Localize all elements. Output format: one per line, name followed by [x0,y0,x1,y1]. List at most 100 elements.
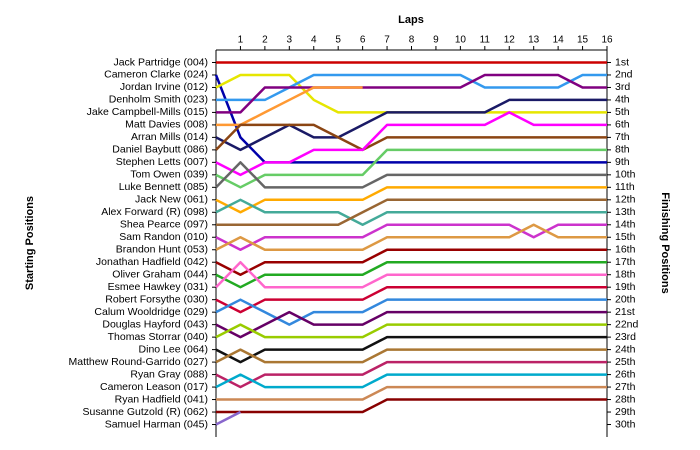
series-line [215,285,607,314]
series-line [215,260,607,289]
driver-label: Denholm Smith (023) [109,94,208,106]
driver-label: Tom Owen (039) [130,169,208,181]
y2-tick-label: 8th [615,144,630,156]
driver-label: Dino Lee (064) [139,343,208,355]
y2-tick-label: 30th [615,418,636,430]
x-tick-label: 9 [433,35,439,46]
y2-tick-label: 13th [615,206,636,218]
x-tick-label: 12 [504,35,516,46]
driver-label: Jonathan Hadfield (042) [96,256,208,268]
series-line [216,198,607,227]
driver-label: Matthew Round-Garrido (027) [69,356,208,368]
series-line [215,260,607,289]
y2-tick-label: 3rd [615,81,630,93]
driver-label: Sam Randon (010) [119,231,208,243]
y2-tick-label: 10th [615,169,636,181]
y2-tick-label: 25th [615,356,636,368]
driver-label: Shea Pearce (097) [120,219,208,231]
driver-label: Daniel Baybutt (086) [112,144,208,156]
x-tick-label: 5 [335,35,341,46]
series-line [215,298,607,326]
x-tick-label: 11 [480,35,491,46]
series-line [215,373,607,389]
driver-label: Thomas Storrar (040) [108,331,208,343]
driver-label: Esmee Hawkey (031) [108,281,208,293]
driver-label: Brandon Hunt (053) [116,244,208,256]
driver-label: Matt Davies (008) [125,119,208,131]
y-axis-title: Starting Positions [24,196,36,290]
driver-label: Stephen Letts (007) [116,156,208,168]
driver-label: Susanne Gutzold (R) (062) [83,406,208,418]
series-line [215,123,607,152]
y2-tick-label: 16th [615,244,636,256]
series-line [216,398,607,414]
driver-label: Ryan Hadfield (041) [115,393,208,405]
series-line [215,410,242,426]
driver-label: Ryan Gray (088) [130,368,208,380]
y2-tick-label: 19th [615,281,636,293]
series-line [215,310,607,339]
x-axis-title: Laps [398,14,424,26]
driver-label: Luke Bennett (085) [119,181,208,193]
driver-label: Robert Forsythe (030) [105,293,208,305]
y2-tick-label: 1st [615,56,629,68]
series-line [215,161,607,189]
y2-tick-label: 21st [615,306,635,318]
x-tick-label: 10 [455,35,467,46]
series-line [215,148,607,189]
series-line [215,98,607,152]
y2-tick-label: 7th [615,131,630,143]
x-tick-label: 2 [262,35,268,46]
x-tick-label: 6 [360,35,366,46]
y2-tick-label: 20th [615,293,636,305]
y2-tick-label: 26th [615,368,636,380]
series-line [216,73,607,102]
series-line [215,335,607,364]
series-line [215,223,607,251]
driver-label: Douglas Hayford (043) [102,318,208,330]
y2-tick-label: 14th [615,219,636,231]
y2-tick-label: 5th [615,106,630,118]
driver-label: Oliver Graham (044) [112,268,208,280]
driver-label: Jack Partridge (004) [113,56,208,68]
y2-tick-label: 9th [615,156,630,168]
series-line [216,385,607,401]
y2-tick-label: 29th [615,406,636,418]
y2-tick-label: 22nd [615,318,639,330]
series-line [215,248,607,276]
y2-tick-label: 2nd [615,69,633,81]
x-tick-label: 15 [577,35,589,46]
y2-tick-label: 28th [615,393,636,405]
series-line [215,198,607,227]
x-tick-label: 14 [553,35,565,46]
series-line [215,360,607,389]
series-line [216,73,607,114]
series-line [215,348,607,364]
driver-label: Jake Campbell-Mills (015) [87,106,208,118]
driver-label: Jack New (061) [135,194,208,206]
driver-label: Arran Mills (014) [131,131,208,143]
x-tick-label: 3 [287,35,293,46]
driver-label: Calum Wooldridge (029) [94,306,208,318]
y2-tick-label: 24th [615,343,636,355]
y2-tick-label: 4th [615,94,630,106]
x-tick-label: 13 [528,35,540,46]
y2-tick-label: 27th [615,381,636,393]
driver-label: Cameron Leason (017) [100,381,208,393]
series-line [215,186,607,214]
y2-tick-label: 18th [615,268,636,280]
y2-tick-label: 11th [615,181,635,193]
y2-tick-label: 15th [615,231,636,243]
series-line [215,323,607,339]
x-tick-label: 4 [311,35,317,46]
driver-label: Cameron Clarke (024) [104,69,208,81]
y2-tick-label: 23rd [615,331,636,343]
y2-tick-label: 6th [615,119,630,131]
x-tick-label: 1 [238,35,244,46]
series-line [215,223,607,251]
driver-label: Samuel Harman (045) [105,418,208,430]
x-tick-label: 16 [601,35,613,46]
y2-axis-title: Finishing Positions [659,192,671,293]
driver-label: Jordan Irvine (012) [120,81,208,93]
